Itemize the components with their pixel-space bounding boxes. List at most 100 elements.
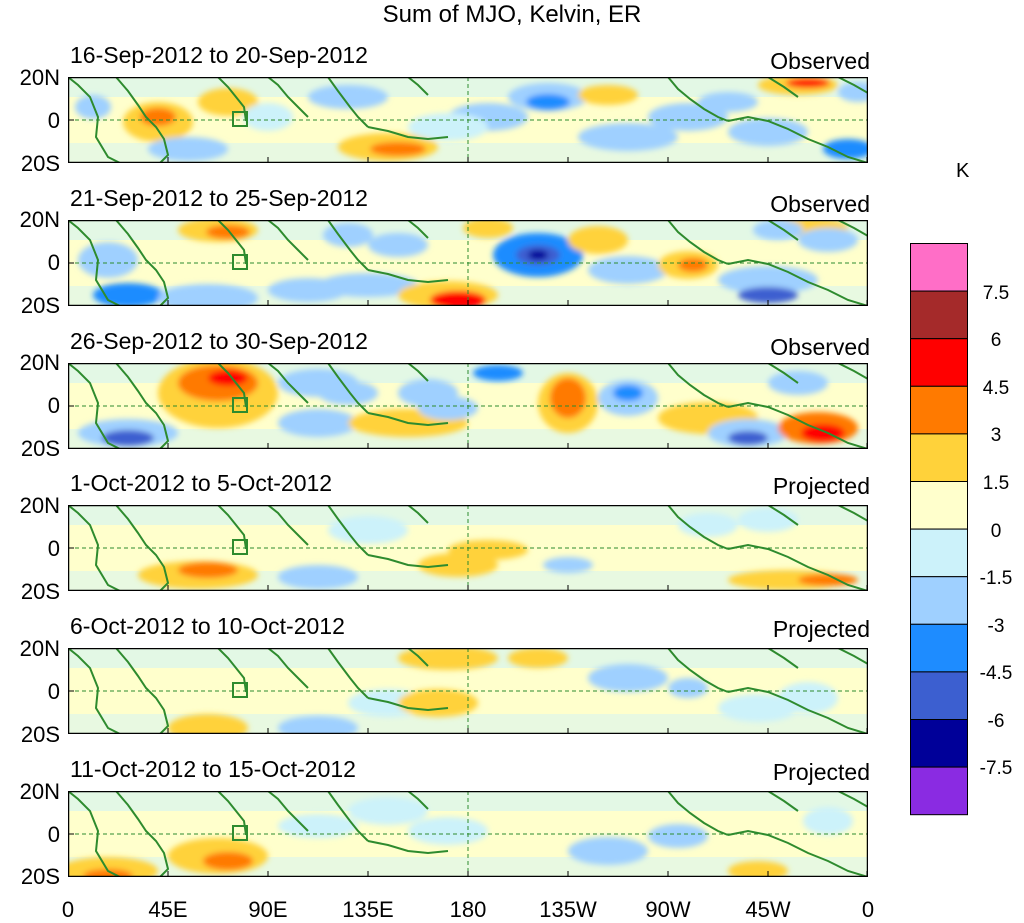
anomaly-contour: [473, 365, 523, 381]
anomaly-contour: [328, 516, 408, 544]
coastline: [407, 505, 429, 524]
panel-1-lat-20s: 20S: [20, 151, 60, 176]
anomaly-contour: [178, 562, 238, 578]
anomaly-contour: [648, 103, 728, 131]
panel-5-lat-20s: 20S: [20, 722, 60, 747]
figure-title: Sum of MJO, Kelvin, ER: [382, 1, 642, 28]
anomaly-contour: [102, 430, 154, 446]
anomaly-contour: [728, 431, 768, 445]
coastline: [767, 791, 799, 812]
coastline: [837, 77, 868, 94]
panel-2-map: [68, 220, 868, 306]
coastline: [115, 791, 170, 877]
island-outline: [232, 825, 248, 841]
coastline: [837, 648, 868, 665]
panel-3-type: Observed: [770, 334, 870, 360]
colorbar-swatch-7: [910, 576, 968, 625]
anomaly-contour: [613, 385, 643, 401]
anomaly-contour: [678, 258, 708, 272]
panel-1-map: [68, 77, 868, 163]
coastline: [327, 791, 369, 842]
colorbar-swatch-5: [910, 481, 968, 530]
lon-label-90w: 90W: [645, 897, 691, 922]
colorbar-unit: K: [956, 160, 970, 182]
coastline: [327, 363, 369, 414]
panel-4-date-range: 1-Oct-2012 to 5-Oct-2012: [70, 470, 333, 496]
anomaly-contour: [578, 85, 638, 105]
coastline: [727, 686, 868, 734]
panel-2-lat-20n: 20N: [19, 207, 60, 232]
coastline: [115, 505, 170, 591]
coastline: [115, 363, 170, 449]
coastline: [727, 829, 868, 877]
panel-3-date-range: 26-Sep-2012 to 30-Sep-2012: [70, 328, 368, 354]
coastline: [115, 648, 170, 734]
colorbar-swatch-1: [910, 290, 968, 340]
anomaly-contour: [528, 250, 548, 260]
coastline: [667, 648, 729, 693]
panel-4-lat-20s: 20S: [20, 579, 60, 604]
panel-6-type: Projected: [772, 759, 870, 785]
panel-6-map: [68, 791, 868, 877]
anomaly-contour: [543, 557, 593, 573]
anomaly-contour: [448, 540, 528, 560]
anomaly-contour: [243, 103, 293, 131]
panel-4-lat-20n: 20N: [19, 493, 60, 518]
anomaly-contour: [578, 123, 678, 151]
colorbar-swatch-11: [910, 766, 968, 816]
coastline: [68, 791, 121, 877]
colorbar-swatch-8: [910, 623, 968, 673]
anomaly-contour: [158, 284, 258, 306]
anomaly-contour: [318, 381, 378, 405]
anomaly-contour: [203, 852, 253, 870]
coastline: [68, 648, 121, 734]
panel-3-lat-0: 0: [47, 393, 60, 418]
coastline: [115, 77, 170, 163]
colorbar-level-3: 3: [990, 425, 1002, 446]
colorbar-level-1-5: 1.5: [982, 473, 1010, 494]
coastline: [837, 220, 868, 237]
anomaly-contour: [308, 85, 388, 109]
anomaly-contour: [206, 225, 250, 239]
anomaly-contour: [668, 678, 708, 698]
anomaly-contour: [430, 291, 486, 306]
anomaly-contour: [728, 118, 808, 146]
anomaly-contour: [368, 233, 428, 257]
colorbar-level-neg-3: -3: [987, 616, 1005, 637]
anomaly-contour: [786, 78, 830, 88]
coastline: [667, 791, 729, 836]
panel-3-map: [68, 363, 868, 449]
coastline: [68, 220, 121, 306]
coastline: [68, 363, 121, 449]
panel-5-map: [68, 648, 868, 734]
colorbar-swatch-10: [910, 719, 968, 768]
colorbar-swatch-2: [910, 338, 968, 387]
anomaly-contour: [698, 92, 758, 112]
colorbar-swatch-0: [910, 243, 968, 292]
colorbar-level-neg-7-5: -7.5: [979, 758, 1013, 779]
anomaly-contour: [526, 94, 570, 110]
lon-label-135e: 135E: [342, 897, 394, 922]
panel-2-date-range: 21-Sep-2012 to 25-Sep-2012: [70, 185, 368, 211]
anomaly-contour: [838, 82, 868, 102]
coastline: [267, 648, 309, 689]
lon-label-45w: 45W: [745, 897, 791, 922]
colorbar-swatch-6: [910, 528, 968, 578]
anomaly-contour: [148, 137, 228, 161]
panel-1-lat-20n: 20N: [19, 65, 60, 90]
anomaly-contour: [93, 283, 163, 306]
anomaly-contour: [718, 266, 818, 294]
anomaly-contour: [550, 378, 586, 418]
panel-5-type: Projected: [772, 616, 870, 642]
anomaly-contour: [140, 108, 176, 126]
island-outline: [232, 254, 248, 270]
anomaly-contour: [738, 287, 798, 303]
colorbar-level-neg-1-5: -1.5: [979, 568, 1013, 589]
anomaly-contour: [678, 513, 738, 537]
anomaly-contour: [278, 716, 358, 734]
anomaly-contour: [801, 424, 845, 442]
island-outline: [232, 111, 248, 127]
anomaly-contour: [778, 682, 838, 714]
coastline: [327, 505, 369, 556]
coastline: [407, 220, 429, 239]
